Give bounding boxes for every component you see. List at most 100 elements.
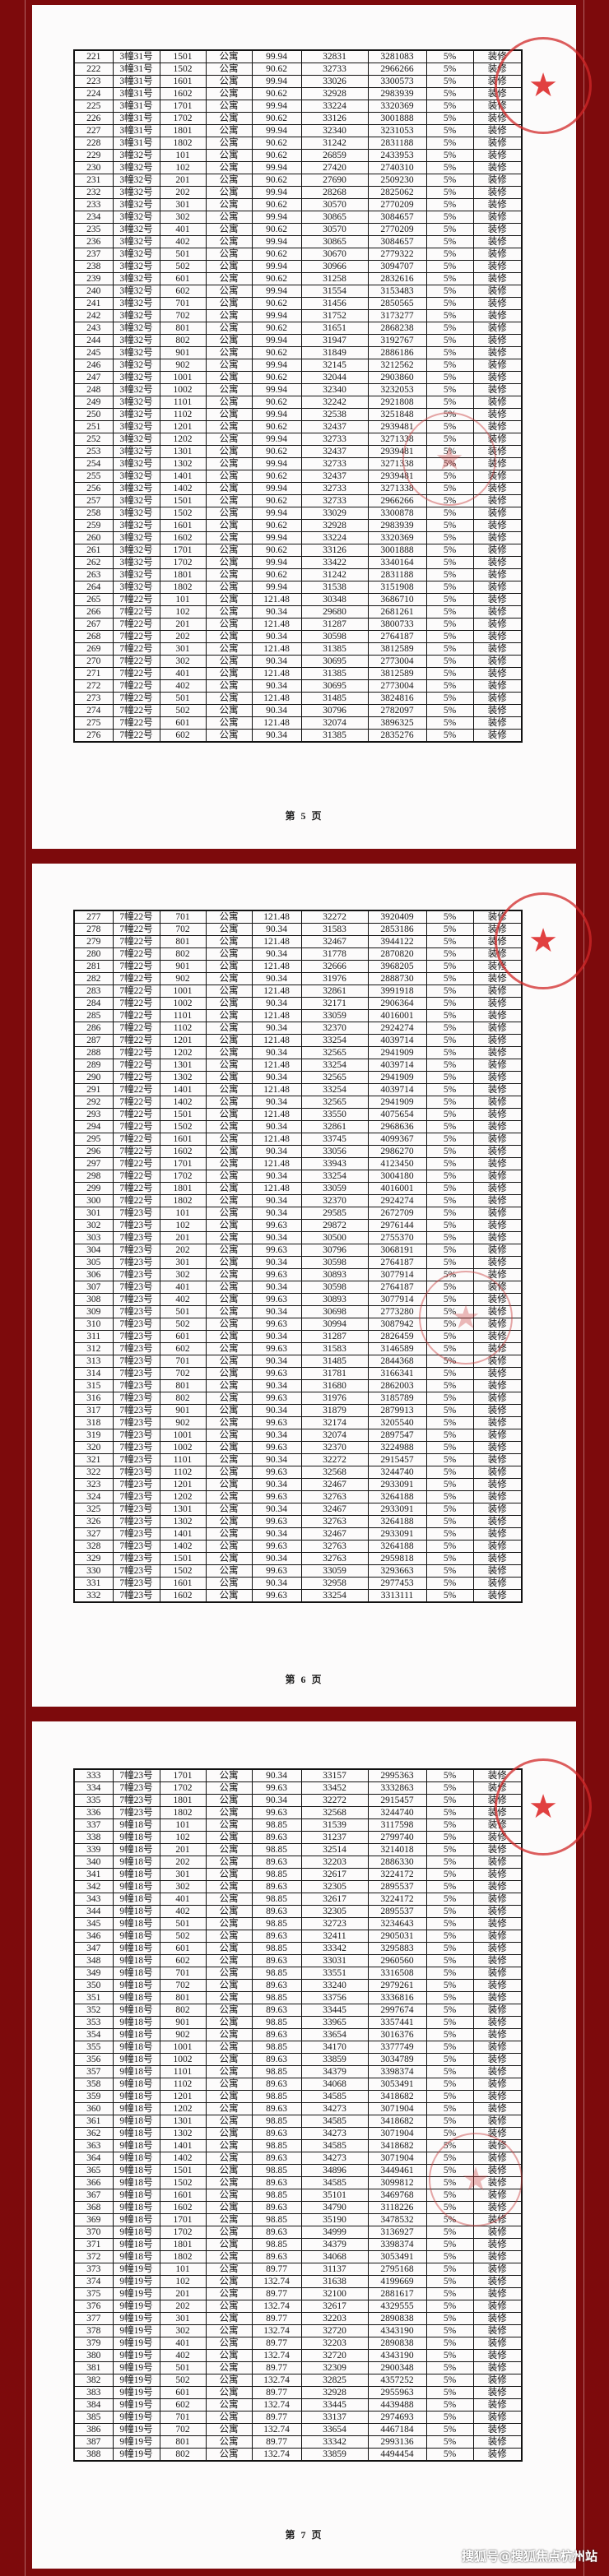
building-cell: 9幢18号	[112, 1954, 160, 1967]
building-cell: 7幢22号	[112, 679, 160, 693]
area-cell: 90.62	[251, 137, 302, 150]
room-cell: 102	[159, 1219, 207, 1232]
building-cell: 7幢23号	[112, 1768, 160, 1782]
area-cell: 90.34	[251, 1577, 302, 1590]
unit-price-cell: 32145	[300, 359, 369, 372]
unit-type-cell: 公寓	[205, 2226, 253, 2239]
building-cell: 9幢19号	[112, 2287, 160, 2300]
unit-type-cell: 公寓	[205, 1441, 253, 1454]
unit-price-cell: 33965	[300, 2016, 369, 2029]
room-cell: 1802	[159, 1194, 207, 1207]
total-price-cell: 2681261	[367, 605, 427, 619]
area-cell: 90.62	[251, 420, 302, 433]
unit-type-cell: 公寓	[205, 186, 253, 199]
decoration-cell: 装修	[472, 667, 523, 680]
area-cell: 98.85	[251, 1818, 302, 1832]
unit-type-cell: 公寓	[205, 1781, 253, 1795]
unit-price-cell: 34585	[300, 2176, 369, 2189]
table-row: 325 7幢23号 1301 公寓 90.34 32467 2933091 5% 装修	[73, 1503, 523, 1516]
total-price-cell: 3300573	[367, 75, 427, 88]
area-cell: 90.34	[251, 972, 302, 985]
room-cell: 901	[159, 346, 207, 359]
unit-type-cell: 公寓	[205, 1355, 253, 1368]
unit-type-cell: 公寓	[205, 285, 253, 298]
total-price-cell: 2886186	[367, 346, 427, 359]
row-number-cell: 342	[73, 1880, 114, 1893]
row-number-cell: 377	[73, 2312, 114, 2325]
building-cell: 9幢18号	[112, 1979, 160, 1992]
building-cell: 7幢23号	[112, 1503, 160, 1516]
total-price-cell: 3153483	[367, 285, 427, 298]
unit-type-cell: 公寓	[205, 2028, 253, 2041]
row-number-cell: 290	[73, 1071, 114, 1084]
building-cell: 7幢22号	[112, 642, 160, 656]
discount-cell: 5%	[425, 1170, 474, 1183]
unit-type-cell: 公寓	[205, 1577, 253, 1590]
table-row: 344 9幢18号 402 公寓 89.63 32305 2895537 5% 装修	[73, 1905, 523, 1918]
total-price-cell: 2995363	[367, 1768, 427, 1782]
table-row: 272 7幢22号 402 公寓 90.34 30695 2773004 5% 装修	[73, 679, 523, 693]
table-row: 350 9幢18号 702 公寓 89.63 33240 2979261 5% 装修	[73, 1979, 523, 1992]
building-cell: 3幢32号	[112, 309, 160, 322]
decoration-cell: 装修	[472, 1466, 523, 1479]
unit-price-cell: 31651	[300, 322, 369, 335]
room-cell: 901	[159, 1404, 207, 1417]
decoration-cell: 装修	[472, 2300, 523, 2313]
area-cell: 90.34	[251, 1194, 302, 1207]
unit-type-cell: 公寓	[205, 1416, 253, 1429]
discount-cell: 5%	[425, 1256, 474, 1269]
unit-price-cell: 33126	[300, 544, 369, 557]
row-number-cell: 287	[73, 1034, 114, 1047]
total-price-cell: 2955963	[367, 2386, 427, 2399]
unit-price-cell: 30865	[300, 211, 369, 224]
discount-cell: 5%	[425, 642, 474, 656]
unit-price-cell: 32861	[300, 1120, 369, 1133]
discount-cell: 5%	[425, 1466, 474, 1479]
decoration-cell: 装修	[472, 1991, 523, 2004]
row-number-cell: 372	[73, 2250, 114, 2263]
area-cell: 90.62	[251, 272, 302, 285]
unit-price-cell: 32074	[300, 716, 369, 730]
decoration-cell: 装修	[472, 2078, 523, 2091]
area-cell: 89.63	[251, 1954, 302, 1967]
discount-cell: 5%	[425, 1917, 474, 1930]
row-number-cell: 386	[73, 2423, 114, 2436]
row-number-cell: 330	[73, 1564, 114, 1578]
row-number-cell: 323	[73, 1478, 114, 1491]
table-row: 291 7幢22号 1401 公寓 121.48 33254 4039714 5% 装修	[73, 1083, 523, 1096]
total-price-cell: 2831188	[367, 568, 427, 581]
unit-type-cell: 公寓	[205, 1268, 253, 1281]
discount-cell: 5%	[425, 2374, 474, 2387]
area-cell: 89.77	[251, 2337, 302, 2350]
decoration-cell: 装修	[472, 2041, 523, 2054]
discount-cell: 5%	[425, 704, 474, 717]
table-row: 319 7幢23号 1001 公寓 90.34 32074 2897547 5% 装修	[73, 1429, 523, 1442]
row-number-cell: 315	[73, 1379, 114, 1392]
decoration-cell: 装修	[472, 1404, 523, 1417]
total-price-cell: 3991918	[367, 985, 427, 998]
decoration-cell: 装修	[472, 2398, 523, 2412]
unit-type-cell: 公寓	[205, 2361, 253, 2374]
total-price-cell: 3185789	[367, 1392, 427, 1405]
unit-price-cell: 33654	[300, 2423, 369, 2436]
room-cell: 1101	[159, 396, 207, 409]
total-price-cell: 2826459	[367, 1330, 427, 1343]
unit-price-cell: 34273	[300, 2127, 369, 2140]
room-cell: 502	[159, 260, 207, 273]
decoration-cell: 装修	[472, 223, 523, 236]
building-cell: 7幢23号	[112, 1794, 160, 1807]
total-price-cell: 3232053	[367, 383, 427, 396]
unit-price-cell: 32203	[300, 2337, 369, 2350]
building-cell: 7幢22号	[112, 1170, 160, 1183]
unit-type-cell: 公寓	[205, 544, 253, 557]
row-number-cell: 369	[73, 2213, 114, 2226]
unit-price-cell: 30570	[300, 198, 369, 211]
table-row: 346 9幢18号 502 公寓 89.63 32411 2905031 5% 装修	[73, 1930, 523, 1943]
row-number-cell: 328	[73, 1540, 114, 1553]
unit-price-cell: 33859	[300, 2448, 369, 2462]
unit-price-cell: 31879	[300, 1404, 369, 1417]
discount-cell: 5%	[425, 985, 474, 998]
total-price-cell: 2983939	[367, 519, 427, 532]
table-row: 262 3幢32号 1702 公寓 99.94 33422 3340164 5% 装修	[73, 556, 523, 569]
discount-cell: 5%	[425, 248, 474, 261]
